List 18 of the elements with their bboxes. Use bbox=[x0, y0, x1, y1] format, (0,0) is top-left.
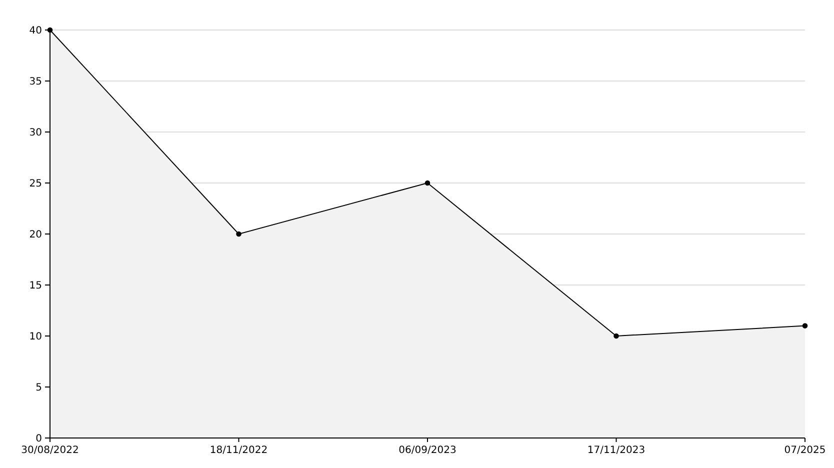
x-tick-label: 18/11/2022 bbox=[210, 445, 268, 456]
y-tick-label: 10 bbox=[29, 332, 42, 342]
y-tick-label: 5 bbox=[36, 382, 42, 394]
x-tick-label: 30/08/2022 bbox=[21, 445, 79, 456]
point bbox=[802, 323, 808, 328]
x-tick-label: 06/09/2023 bbox=[398, 445, 456, 456]
point bbox=[236, 231, 242, 237]
y-tick-label: 35 bbox=[29, 76, 42, 88]
x-tick-label: 07/2025 bbox=[784, 445, 826, 456]
y-tick-label: 30 bbox=[29, 128, 42, 138]
point bbox=[424, 180, 430, 186]
point bbox=[614, 333, 619, 339]
y-tick-label: 0 bbox=[36, 434, 42, 444]
y-tick-label: 15 bbox=[29, 280, 42, 292]
y-tick-label: 20 bbox=[29, 230, 42, 240]
y-tick-label: 40 bbox=[29, 26, 42, 36]
x-tick-label: 17/11/2023 bbox=[587, 445, 646, 456]
y-tick-label: 25 bbox=[29, 178, 42, 190]
